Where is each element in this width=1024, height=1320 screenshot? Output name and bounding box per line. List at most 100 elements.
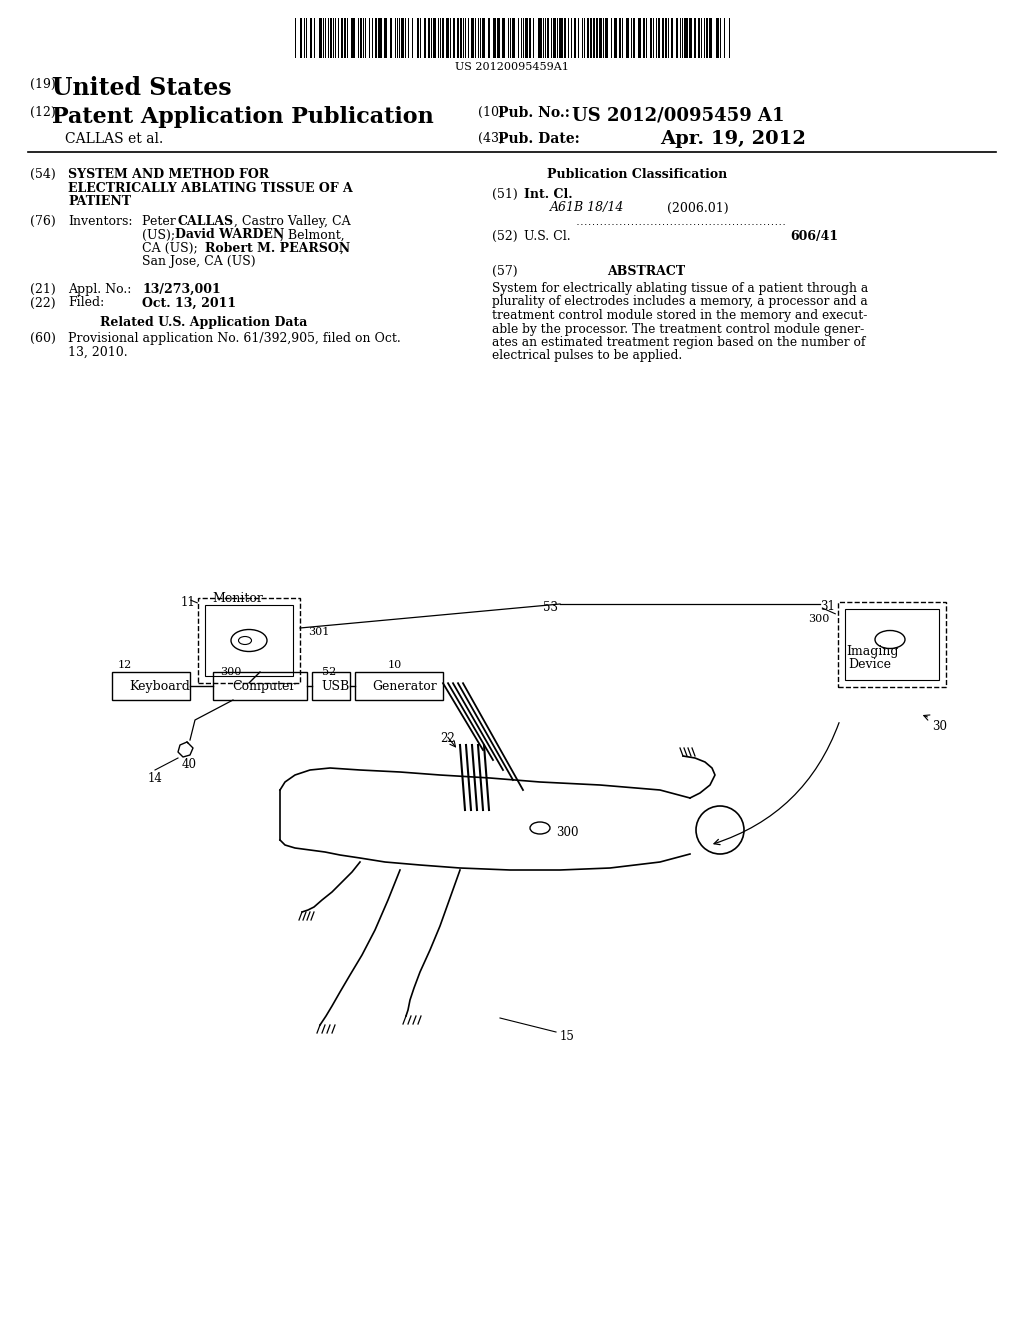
Text: Related U.S. Application Data: Related U.S. Application Data (100, 315, 307, 329)
Text: Robert M. PEARSON: Robert M. PEARSON (205, 242, 350, 255)
Text: plurality of electrodes includes a memory, a processor and a: plurality of electrodes includes a memor… (492, 296, 867, 309)
Bar (709, 18, 712, 58)
Text: Device: Device (848, 659, 891, 672)
Bar (698, 18, 700, 58)
Bar (205, 605, 293, 676)
Bar (312, 672, 350, 700)
Bar (401, 18, 404, 58)
Text: 606/41: 606/41 (790, 230, 838, 243)
Text: 300: 300 (808, 614, 829, 624)
Text: US 2012/0095459 A1: US 2012/0095459 A1 (572, 106, 784, 124)
Text: (10): (10) (478, 106, 504, 119)
Bar (564, 18, 566, 58)
Text: treatment control module stored in the memory and execut-: treatment control module stored in the m… (492, 309, 867, 322)
Bar (574, 18, 575, 58)
Bar (590, 18, 592, 58)
Text: A61B 18/14: A61B 18/14 (550, 202, 625, 214)
Text: Pub. No.:: Pub. No.: (498, 106, 570, 120)
Bar (658, 18, 660, 58)
Text: Int. Cl.: Int. Cl. (524, 187, 572, 201)
Bar (457, 18, 459, 58)
Bar (390, 18, 392, 58)
Bar (344, 18, 346, 58)
Bar (650, 18, 652, 58)
Bar (488, 18, 490, 58)
Bar (689, 18, 692, 58)
Text: 31: 31 (820, 601, 835, 612)
Text: (US);: (US); (142, 228, 179, 242)
Text: ,: , (340, 242, 344, 255)
Text: 13, 2010.: 13, 2010. (68, 346, 128, 359)
Text: , Castro Valley, CA: , Castro Valley, CA (234, 215, 350, 228)
Bar (638, 18, 641, 58)
Text: 52: 52 (322, 667, 336, 677)
Text: ABSTRACT: ABSTRACT (607, 265, 685, 279)
Bar (471, 18, 474, 58)
Text: ates an estimated treatment region based on the number of: ates an estimated treatment region based… (492, 337, 865, 348)
Text: Appl. No.:: Appl. No.: (68, 282, 131, 296)
Text: SYSTEM AND METHOD FOR: SYSTEM AND METHOD FOR (68, 168, 269, 181)
Text: US 20120095459A1: US 20120095459A1 (455, 62, 569, 73)
Bar (559, 18, 563, 58)
Text: (2006.01): (2006.01) (667, 202, 729, 214)
Text: 10: 10 (388, 660, 402, 671)
Text: San Jose, CA (US): San Jose, CA (US) (142, 256, 256, 268)
Bar (493, 18, 496, 58)
Bar (553, 18, 556, 58)
Text: 11: 11 (181, 597, 196, 609)
Bar (538, 18, 542, 58)
Bar (442, 18, 444, 58)
Bar (112, 672, 190, 700)
Text: CALLAS et al.: CALLAS et al. (65, 132, 163, 147)
Bar (587, 18, 589, 58)
Bar (676, 18, 678, 58)
Text: Generator: Generator (372, 680, 437, 693)
Bar (706, 18, 708, 58)
Text: electrical pulses to be applied.: electrical pulses to be applied. (492, 350, 682, 363)
Text: Pub. Date:: Pub. Date: (498, 132, 580, 147)
Text: (43): (43) (478, 132, 504, 145)
Text: ELECTRICALLY ABLATING TISSUE OF A: ELECTRICALLY ABLATING TISSUE OF A (68, 181, 352, 194)
Bar (593, 18, 595, 58)
Text: Monitor: Monitor (212, 591, 263, 605)
Text: Imaging: Imaging (846, 644, 898, 657)
Text: USB: USB (321, 680, 349, 693)
Bar (665, 18, 667, 58)
Bar (384, 18, 387, 58)
Bar (605, 18, 608, 58)
Bar (351, 18, 355, 58)
Bar (618, 18, 621, 58)
Text: United States: United States (52, 77, 231, 100)
Text: 40: 40 (182, 758, 197, 771)
Text: (60): (60) (30, 333, 56, 345)
Text: , Belmont,: , Belmont, (280, 228, 345, 242)
Bar (198, 598, 300, 682)
Text: (54): (54) (30, 168, 55, 181)
Bar (460, 18, 462, 58)
Bar (643, 18, 645, 58)
Text: Apr. 19, 2012: Apr. 19, 2012 (660, 129, 806, 148)
Text: CALLAS: CALLAS (178, 215, 234, 228)
Text: 300: 300 (556, 826, 579, 840)
Bar (453, 18, 455, 58)
Bar (838, 602, 946, 686)
Text: David WARDEN: David WARDEN (175, 228, 285, 242)
Text: CA (US);: CA (US); (142, 242, 202, 255)
Bar (614, 18, 617, 58)
Bar (360, 18, 362, 58)
Bar (497, 18, 500, 58)
Text: Keyboard: Keyboard (129, 680, 189, 693)
Text: Computer: Computer (232, 680, 295, 693)
Text: Oct. 13, 2011: Oct. 13, 2011 (142, 297, 237, 309)
Text: Inventors:: Inventors: (68, 215, 132, 228)
Text: U.S. Cl.: U.S. Cl. (524, 230, 570, 243)
Text: PATIENT: PATIENT (68, 195, 131, 209)
Bar (547, 18, 549, 58)
Text: 14: 14 (148, 772, 163, 785)
Bar (300, 18, 302, 58)
Bar (694, 18, 696, 58)
Text: 13/273,001: 13/273,001 (142, 282, 221, 296)
Text: 300: 300 (220, 667, 242, 677)
Bar (213, 672, 307, 700)
Bar (378, 18, 382, 58)
